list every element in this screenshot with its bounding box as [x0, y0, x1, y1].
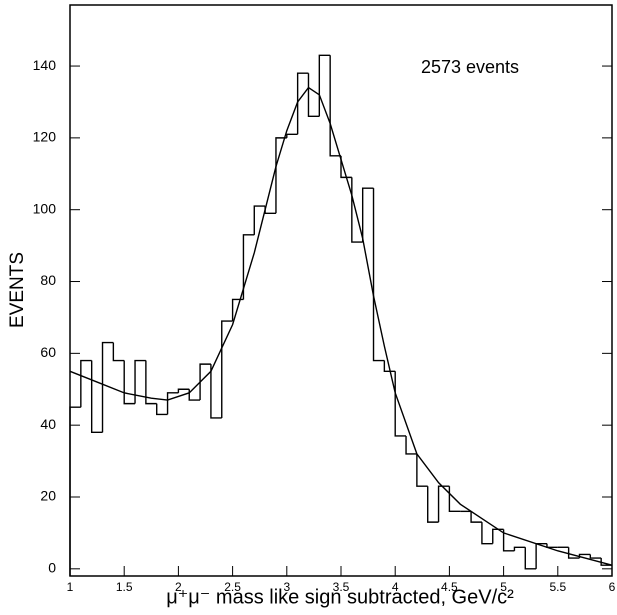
y-tick-label: 140	[33, 57, 57, 73]
histogram-bin	[199, 363, 211, 401]
histogram-bin	[90, 360, 103, 434]
histogram-bin	[166, 392, 179, 415]
histogram-bin	[600, 558, 612, 566]
x-tick-label: 4.5	[441, 580, 458, 594]
histogram-bin	[416, 453, 428, 487]
histogram-bin	[567, 547, 580, 559]
x-axis-label: μ⁺μ⁻ mass like sign subtracted, GeV/c²	[166, 586, 514, 608]
x-tick-label: 5.5	[549, 580, 566, 594]
x-tick-label: 5	[500, 580, 507, 594]
x-tick-label: 1	[67, 580, 74, 594]
histogram-bin	[242, 234, 255, 300]
histogram-bin	[307, 73, 320, 118]
histogram-bin	[286, 133, 298, 138]
histogram-bin	[221, 320, 233, 418]
x-tick-label: 2	[175, 580, 182, 594]
y-tick-label: 20	[40, 488, 56, 504]
histogram-bin	[481, 522, 493, 545]
histogram-bin	[134, 359, 146, 404]
y-tick-label: 0	[48, 560, 56, 576]
x-tick-label: 6	[609, 580, 616, 594]
x-tick-label: 3	[283, 580, 290, 594]
histogram-bin	[275, 137, 287, 214]
x-tick-label: 2.5	[224, 580, 241, 594]
histogram-bin	[112, 342, 125, 362]
histogram-bin	[296, 72, 309, 135]
histogram-bin	[340, 155, 352, 179]
histogram-bin	[524, 547, 537, 570]
y-tick-label: 40	[40, 416, 56, 432]
histogram-bin	[361, 187, 374, 243]
histogram-bin	[329, 55, 341, 157]
histogram-bin	[492, 528, 504, 544]
y-tick-label: 60	[40, 344, 56, 360]
histogram-bin	[394, 371, 407, 437]
y-tick-label: 80	[40, 272, 56, 288]
histogram-bin	[546, 543, 558, 548]
histogram-bin	[80, 359, 92, 408]
histogram-bin	[264, 206, 276, 214]
histogram-bin	[372, 188, 385, 362]
histogram-bin	[156, 403, 168, 416]
histogram-bin	[145, 360, 157, 405]
histogram-bin	[123, 360, 136, 405]
y-axis-label: EVENTS	[7, 252, 28, 328]
histogram-bin	[101, 341, 114, 433]
y-tick-label: 100	[33, 200, 57, 216]
histogram-bin	[351, 177, 363, 243]
annotation: 2573 events	[421, 57, 519, 77]
histogram-bin	[470, 511, 482, 523]
fit-curve	[69, 86, 613, 566]
histogram-bin	[448, 486, 461, 513]
histogram-bin	[427, 486, 439, 523]
x-tick-label: 4	[392, 580, 399, 594]
histogram-bin	[437, 485, 450, 523]
histogram-bin	[210, 364, 222, 419]
histogram-bin	[253, 205, 266, 235]
histogram-bin	[177, 388, 190, 393]
histogram-bin	[69, 406, 81, 576]
x-tick-label: 1.5	[116, 580, 133, 594]
histogram-bin	[405, 435, 417, 455]
histogram-bin	[383, 360, 396, 373]
plot-frame	[69, 4, 613, 577]
x-tick-label: 3.5	[333, 580, 350, 594]
histogram-bin	[502, 529, 515, 552]
histogram-bin	[589, 554, 602, 559]
histogram-bin	[513, 546, 526, 551]
y-tick-label: 120	[33, 129, 57, 145]
